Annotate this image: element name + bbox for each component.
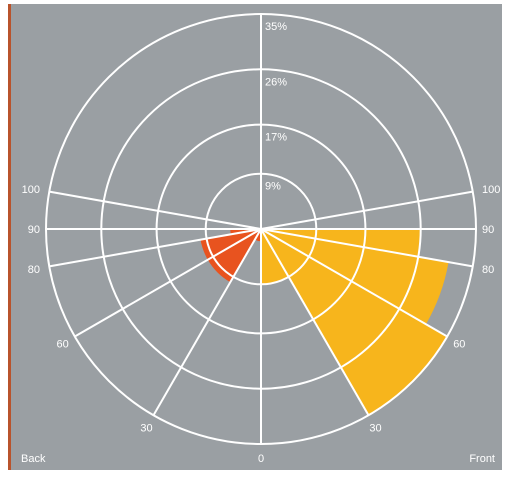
angle-label-front-1: 90 [482,224,494,236]
angle-label-back-3: 60 [57,339,69,351]
chart-frame: 9% 17% 26% 35% 100 90 80 60 30 100 90 80 60 30 0 Back Fr… [8,4,502,470]
angle-label-bottom: 0 [258,453,264,465]
ring-label-3: 35% [265,21,287,33]
ring-label-0: 9% [265,181,281,193]
labels-layer: 9% 17% 26% 35% 100 90 80 60 30 100 90 80 60 30 0 Back Fr… [21,21,500,465]
angle-label-back-0: 100 [22,184,40,196]
angle-label-back-1: 90 [28,224,40,236]
angle-label-front-3: 60 [453,339,465,351]
sector-front-30-60 [261,229,448,416]
spoke-back-100 [49,190,262,230]
grid-layer [45,13,477,445]
angle-label-back-2: 80 [28,264,40,276]
ring-label-1: 17% [265,132,287,144]
spoke-front-80 [260,228,473,268]
spoke-back-30 [152,228,262,416]
angle-label-front-4: 30 [369,422,381,434]
angle-label-front-2: 80 [482,264,494,276]
sector-back-30-60 [207,229,261,283]
angle-label-front-0: 100 [482,184,500,196]
spoke-front-60 [260,228,448,338]
spoke-front-30 [260,228,370,416]
corner-label-back: Back [21,453,46,465]
spoke-front-100 [260,190,473,230]
polar-rose-chart: 9% 17% 26% 35% 100 90 80 60 30 100 90 80 60 30 0 Back Fr… [21,13,500,465]
angle-label-back-4: 30 [140,422,152,434]
spoke-back-80 [49,228,262,268]
corner-label-front: Front [469,453,495,465]
ring-label-2: 26% [265,76,287,88]
spoke-back-60 [74,228,262,338]
